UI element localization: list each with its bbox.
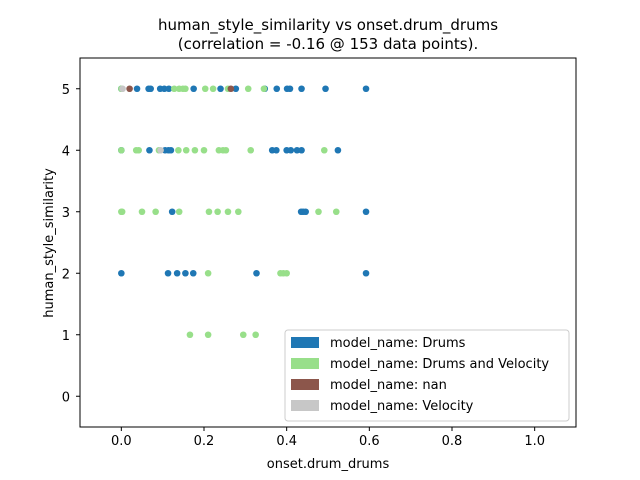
data-point <box>175 208 183 216</box>
data-point <box>205 208 213 216</box>
chart-title-line2: (correlation = -0.16 @ 153 data points). <box>178 35 478 53</box>
series-3 <box>119 85 164 154</box>
data-point <box>189 269 197 277</box>
plot-area <box>118 85 370 339</box>
legend-swatch <box>291 337 319 348</box>
data-point <box>227 85 235 93</box>
y-tick-label: 3 <box>62 206 70 221</box>
data-point <box>168 208 176 216</box>
x-tick-label: 1.0 <box>524 434 545 449</box>
data-point <box>247 146 255 154</box>
series-0 <box>118 85 370 277</box>
data-point <box>146 146 153 154</box>
data-point <box>200 146 208 154</box>
data-point <box>239 331 247 339</box>
data-point <box>283 269 290 277</box>
data-point <box>164 269 172 277</box>
plot-frame <box>79 57 577 428</box>
data-point <box>362 269 370 277</box>
data-point <box>260 85 268 93</box>
data-point <box>118 146 125 154</box>
data-point <box>320 146 328 154</box>
data-point <box>273 146 280 154</box>
data-point <box>217 85 224 93</box>
data-point <box>232 85 240 93</box>
data-point <box>118 269 125 277</box>
data-point <box>286 85 294 93</box>
data-point <box>322 85 329 93</box>
axes: 0.0 0.2 0.4 0.6 0.8 1.0 0 1 2 3 4 5 <box>62 83 545 449</box>
data-point <box>152 208 159 216</box>
legend-entry-label: model_name: Drums and Velocity <box>330 357 549 372</box>
data-point <box>244 85 252 93</box>
y-tick-label: 2 <box>62 267 70 282</box>
data-point <box>126 85 133 93</box>
data-point <box>204 331 212 339</box>
y-axis-label: human_style_similarity <box>42 168 57 318</box>
data-point <box>362 85 370 93</box>
series-2 <box>126 85 235 93</box>
data-point <box>214 208 221 216</box>
data-point <box>315 208 322 216</box>
legend: model_name: Drums model_name: Drums and V… <box>284 329 570 422</box>
data-point <box>332 208 340 216</box>
data-point <box>298 146 305 154</box>
data-point <box>287 146 295 154</box>
data-point <box>182 85 189 93</box>
data-point <box>157 146 164 154</box>
data-point <box>186 331 194 339</box>
x-axis-label: onset.drum_drums <box>267 457 390 472</box>
y-tick-label: 1 <box>62 329 70 344</box>
data-point <box>182 269 189 277</box>
data-point <box>191 146 199 154</box>
chart-title-line1: human_style_similarity vs onset.drum_dru… <box>158 16 498 35</box>
data-point <box>118 208 126 216</box>
x-tick-label: 0.0 <box>111 434 132 449</box>
data-point <box>252 331 259 339</box>
legend-entry-label: model_name: Drums <box>330 336 466 351</box>
data-point <box>273 85 281 93</box>
data-point <box>222 146 230 154</box>
data-point <box>201 85 209 93</box>
data-point <box>209 85 217 93</box>
data-point <box>138 208 146 216</box>
data-point <box>165 85 173 93</box>
data-point <box>302 208 309 216</box>
data-point <box>170 85 178 93</box>
legend-swatch <box>291 379 319 390</box>
data-point <box>147 85 154 93</box>
data-point <box>190 85 197 93</box>
data-point <box>182 146 190 154</box>
legend-swatch <box>291 358 319 369</box>
legend-swatch <box>291 400 319 411</box>
data-point <box>175 146 182 154</box>
data-point <box>334 146 342 154</box>
x-tick-label: 0.4 <box>276 434 297 449</box>
legend-frame <box>284 329 570 422</box>
y-tick-label: 0 <box>62 390 70 405</box>
data-point <box>173 269 181 277</box>
y-tick-label: 4 <box>62 144 70 159</box>
data-point <box>253 269 260 277</box>
x-tick-label: 0.6 <box>359 434 380 449</box>
x-tick-label: 0.2 <box>194 434 215 449</box>
data-point <box>224 208 232 216</box>
legend-entry-label: model_name: nan <box>330 378 447 393</box>
data-point <box>167 146 175 154</box>
data-point <box>362 208 370 216</box>
legend-entry-label: model_name: Velocity <box>330 399 474 414</box>
data-point <box>293 146 301 154</box>
data-point <box>161 85 168 93</box>
data-point <box>119 85 126 93</box>
x-tick-label: 0.8 <box>442 434 463 449</box>
y-tick-label: 5 <box>62 83 70 98</box>
data-point <box>235 208 242 216</box>
data-point <box>135 146 142 154</box>
data-point <box>133 85 141 93</box>
data-point <box>298 85 305 93</box>
data-point <box>204 269 212 277</box>
